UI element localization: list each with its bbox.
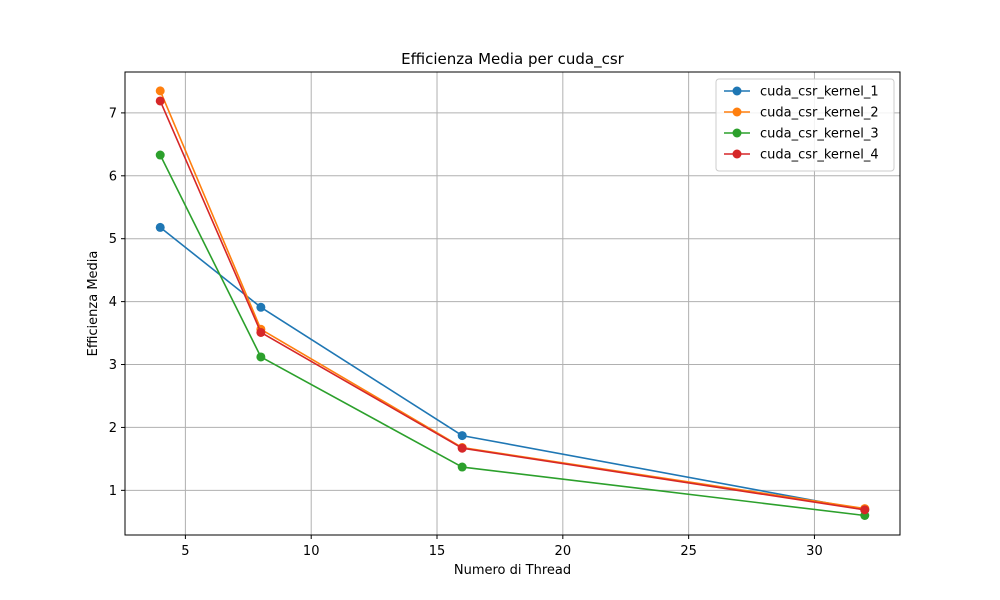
- legend-swatch-marker: [732, 149, 742, 159]
- x-tick-label: 15: [429, 544, 446, 559]
- y-tick-label: 6: [109, 169, 117, 184]
- data-point: [457, 443, 467, 453]
- x-axis-label: Numero di Thread: [454, 563, 571, 578]
- data-point: [256, 302, 266, 312]
- data-point: [256, 327, 266, 337]
- data-point: [256, 352, 266, 362]
- chart-title: Efficienza Media per cuda_csr: [401, 50, 624, 69]
- data-point: [457, 462, 467, 472]
- y-tick-label: 1: [109, 484, 117, 499]
- data-point: [155, 222, 165, 232]
- y-tick-label: 7: [109, 106, 117, 121]
- legend-label: cuda_csr_kernel_1: [760, 85, 879, 100]
- data-point: [860, 505, 870, 515]
- x-tick-label: 30: [806, 544, 823, 559]
- plot-frame: [124, 71, 901, 536]
- series-4: [155, 96, 870, 515]
- legend-item: cuda_csr_kernel_4: [724, 148, 879, 163]
- y-tick-label: 2: [109, 421, 117, 436]
- y-axis: 1 2 3 4 5 6 7: [109, 106, 125, 499]
- y-tick-label: 5: [109, 232, 117, 247]
- data-point: [457, 431, 467, 441]
- legend-label: cuda_csr_kernel_4: [760, 148, 879, 163]
- series-line: [159, 226, 865, 511]
- x-axis: 5 10 15 20 25 30: [181, 535, 823, 559]
- x-tick-label: 5: [181, 544, 189, 559]
- y-axis-label: Efficienza Media: [86, 251, 101, 357]
- series-group: [155, 86, 870, 520]
- legend-swatch-marker: [732, 86, 742, 96]
- legend-swatch-marker: [732, 128, 742, 138]
- legend-label: cuda_csr_kernel_2: [760, 106, 879, 121]
- legend: cuda_csr_kernel_1 cuda_csr_kernel_2 cuda_c…: [715, 78, 895, 172]
- series-1: [155, 222, 870, 515]
- legend-label: cuda_csr_kernel_3: [760, 127, 879, 142]
- legend-item: cuda_csr_kernel_2: [724, 106, 879, 121]
- y-tick-label: 4: [109, 295, 117, 310]
- series-line: [159, 100, 865, 511]
- data-point: [155, 96, 165, 106]
- legend-item: cuda_csr_kernel_3: [724, 127, 879, 142]
- x-tick-label: 20: [555, 544, 572, 559]
- legend-box: [715, 78, 895, 172]
- x-tick-label: 25: [680, 544, 697, 559]
- series-line: [159, 154, 865, 517]
- legend-item: cuda_csr_kernel_1: [724, 85, 879, 100]
- data-point: [155, 150, 165, 160]
- data-point: [155, 86, 165, 96]
- legend-swatch-marker: [732, 107, 742, 117]
- series-line: [159, 90, 865, 510]
- x-tick-label: 10: [303, 544, 320, 559]
- y-tick-label: 3: [109, 358, 117, 373]
